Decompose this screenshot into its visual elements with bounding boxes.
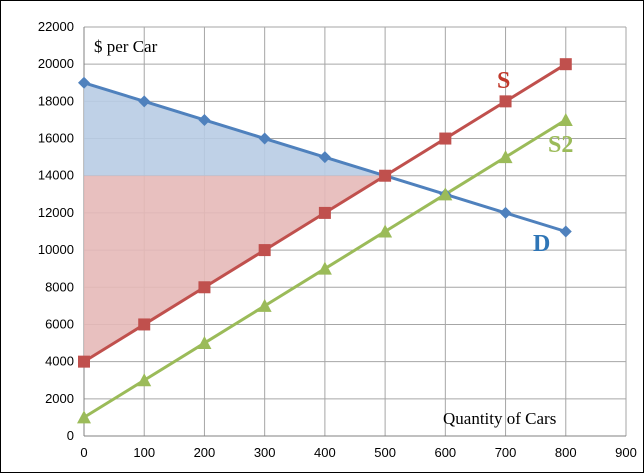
series-markers (77, 58, 573, 424)
y-tick-label: 10000 (38, 242, 74, 257)
marker-s2 (257, 298, 272, 312)
y-tick-label: 8000 (45, 279, 74, 294)
marker-d (138, 95, 151, 108)
y-tick-label: 14000 (38, 168, 74, 183)
y-tick-label: 4000 (45, 354, 74, 369)
marker-s (78, 355, 90, 368)
tick-labels: 0200040006000800010000120001400016000180… (38, 19, 637, 460)
series-label-d: D (533, 231, 550, 257)
x-tick-label: 700 (495, 445, 517, 460)
marker-s2 (378, 224, 393, 238)
marker-s2 (498, 150, 513, 164)
marker-s (499, 95, 512, 108)
x-tick-label: 200 (194, 445, 216, 460)
marker-s (258, 244, 271, 257)
x-tick-label: 0 (80, 445, 87, 460)
series-label-s: S (497, 68, 510, 94)
marker-s2 (438, 187, 453, 201)
marker-d (78, 76, 90, 89)
marker-d (258, 132, 271, 145)
y-tick-label: 12000 (38, 205, 74, 220)
marker-s (439, 132, 452, 145)
marker-s (379, 169, 392, 182)
marker-s (198, 281, 211, 294)
y-tick-label: 16000 (38, 131, 74, 146)
marker-s (318, 206, 331, 219)
series-label-s2: S2 (548, 132, 573, 158)
x-tick-label: 800 (555, 445, 577, 460)
shaded-regions (84, 82, 386, 362)
x-tick-label: 100 (133, 445, 155, 460)
y-tick-label: 0 (67, 428, 74, 443)
x-tick-label: 600 (434, 445, 456, 460)
marker-s2 (558, 112, 573, 126)
x-axis-title: Quantity of Cars (443, 409, 556, 428)
marker-d (559, 225, 572, 238)
y-axis-title: $ per Car (94, 37, 158, 56)
marker-d (318, 151, 331, 164)
x-tick-label: 500 (374, 445, 396, 460)
marker-s2 (77, 410, 91, 424)
marker-s2 (317, 261, 332, 275)
marker-d (198, 113, 211, 126)
y-tick-label: 18000 (38, 93, 74, 108)
marker-s (559, 58, 572, 71)
marker-d (499, 206, 512, 219)
marker-s (138, 318, 151, 331)
y-tick-label: 6000 (45, 316, 74, 331)
y-tick-label: 2000 (45, 391, 74, 406)
y-tick-label: 22000 (38, 19, 74, 34)
x-tick-label: 900 (615, 445, 637, 460)
marker-s2 (197, 336, 212, 350)
x-tick-label: 300 (254, 445, 276, 460)
y-tick-label: 20000 (38, 56, 74, 71)
x-tick-label: 400 (314, 445, 336, 460)
marker-s2 (137, 373, 152, 387)
